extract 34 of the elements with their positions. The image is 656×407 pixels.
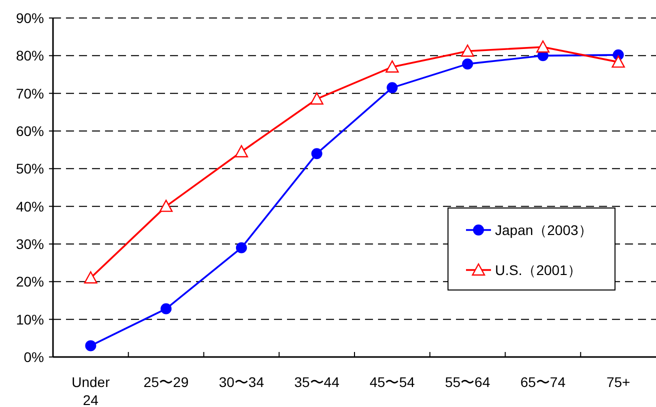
point [84,271,98,284]
legend-label: U.S.（2001） [495,262,582,278]
point [85,340,96,352]
point [160,303,172,314]
x-tick-label: 65〜74 [520,374,566,390]
legend-label: Japan（2003） [495,222,592,238]
x-tick-label: Under 24 [72,374,110,407]
y-tick-label: 30% [16,236,44,252]
x-tick-label: 30〜34 [218,374,264,390]
point [536,40,550,53]
point [234,145,248,158]
y-tick-label: 40% [16,198,44,214]
x-tick-label: 45〜54 [370,374,415,390]
point [386,82,398,94]
y-tick-label: 20% [16,274,44,290]
y-tick-label: 80% [16,48,44,64]
y-tick-label: 50% [16,160,44,177]
point [462,58,474,70]
point [236,242,247,254]
y-tick-label: 60% [16,123,44,139]
point [310,92,324,105]
y-tick-label: 10% [16,311,44,328]
x-tick-label: 35〜44 [294,374,340,390]
point [386,60,399,73]
y-tick-label: 90% [16,10,44,26]
x-tick-label: 75+ [606,374,630,390]
point [460,44,474,57]
x-tick-label: 25〜29 [143,374,189,390]
y-tick-label: 70% [16,85,44,102]
point [311,148,322,160]
y-tick-label: 0% [24,349,44,365]
point [159,200,173,212]
x-tick-label: 55〜64 [444,374,490,390]
point [612,55,625,68]
